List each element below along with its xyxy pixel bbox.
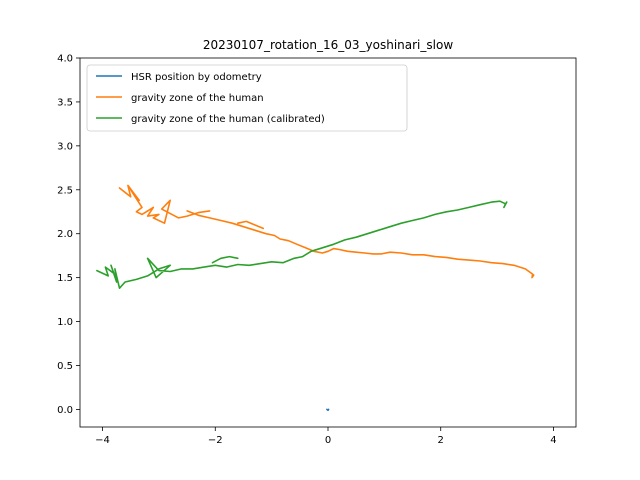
x-tick-label: 4	[550, 435, 556, 446]
chart-title: 20230107_rotation_16_03_yoshinari_slow	[203, 38, 453, 52]
series-1-line-2	[237, 220, 265, 230]
y-tick-label: 2.0	[57, 229, 73, 240]
y-tick-label: 2.5	[57, 185, 73, 196]
legend-label-0: HSR position by odometry	[131, 72, 262, 83]
y-tick-label: 1.5	[57, 273, 73, 284]
y-axis: 0.0 0.5 1.0 1.5 2.0 2.5 3.0 3.5 4.0	[57, 54, 80, 416]
y-tick-label: 3.5	[57, 97, 73, 108]
series-1-line-1	[186, 210, 535, 279]
series-0-line-0	[326, 408, 330, 412]
plot-lines	[96, 184, 535, 412]
x-tick-label: 0	[325, 435, 331, 446]
x-tick-label: −4	[95, 435, 110, 446]
legend-label-1: gravity zone of the human	[131, 93, 264, 104]
y-tick-label: 3.0	[57, 141, 73, 152]
y-tick-label: 4.0	[57, 54, 73, 65]
series-1-line-0	[118, 184, 211, 224]
y-tick-label: 0.5	[57, 361, 73, 372]
legend-label-2: gravity zone of the human (calibrated)	[131, 114, 325, 125]
y-tick-label: 1.0	[57, 317, 73, 328]
legend-box	[86, 64, 408, 132]
y-tick-label: 0.0	[57, 405, 73, 416]
series-2-line-1	[211, 255, 239, 264]
x-axis: −4 −2 0 2 4	[95, 427, 557, 446]
series-2-line-0	[96, 200, 508, 290]
legend: HSR position by odometry gravity zone of …	[86, 64, 408, 132]
x-tick-label: −2	[208, 435, 223, 446]
x-tick-label: 2	[438, 435, 444, 446]
